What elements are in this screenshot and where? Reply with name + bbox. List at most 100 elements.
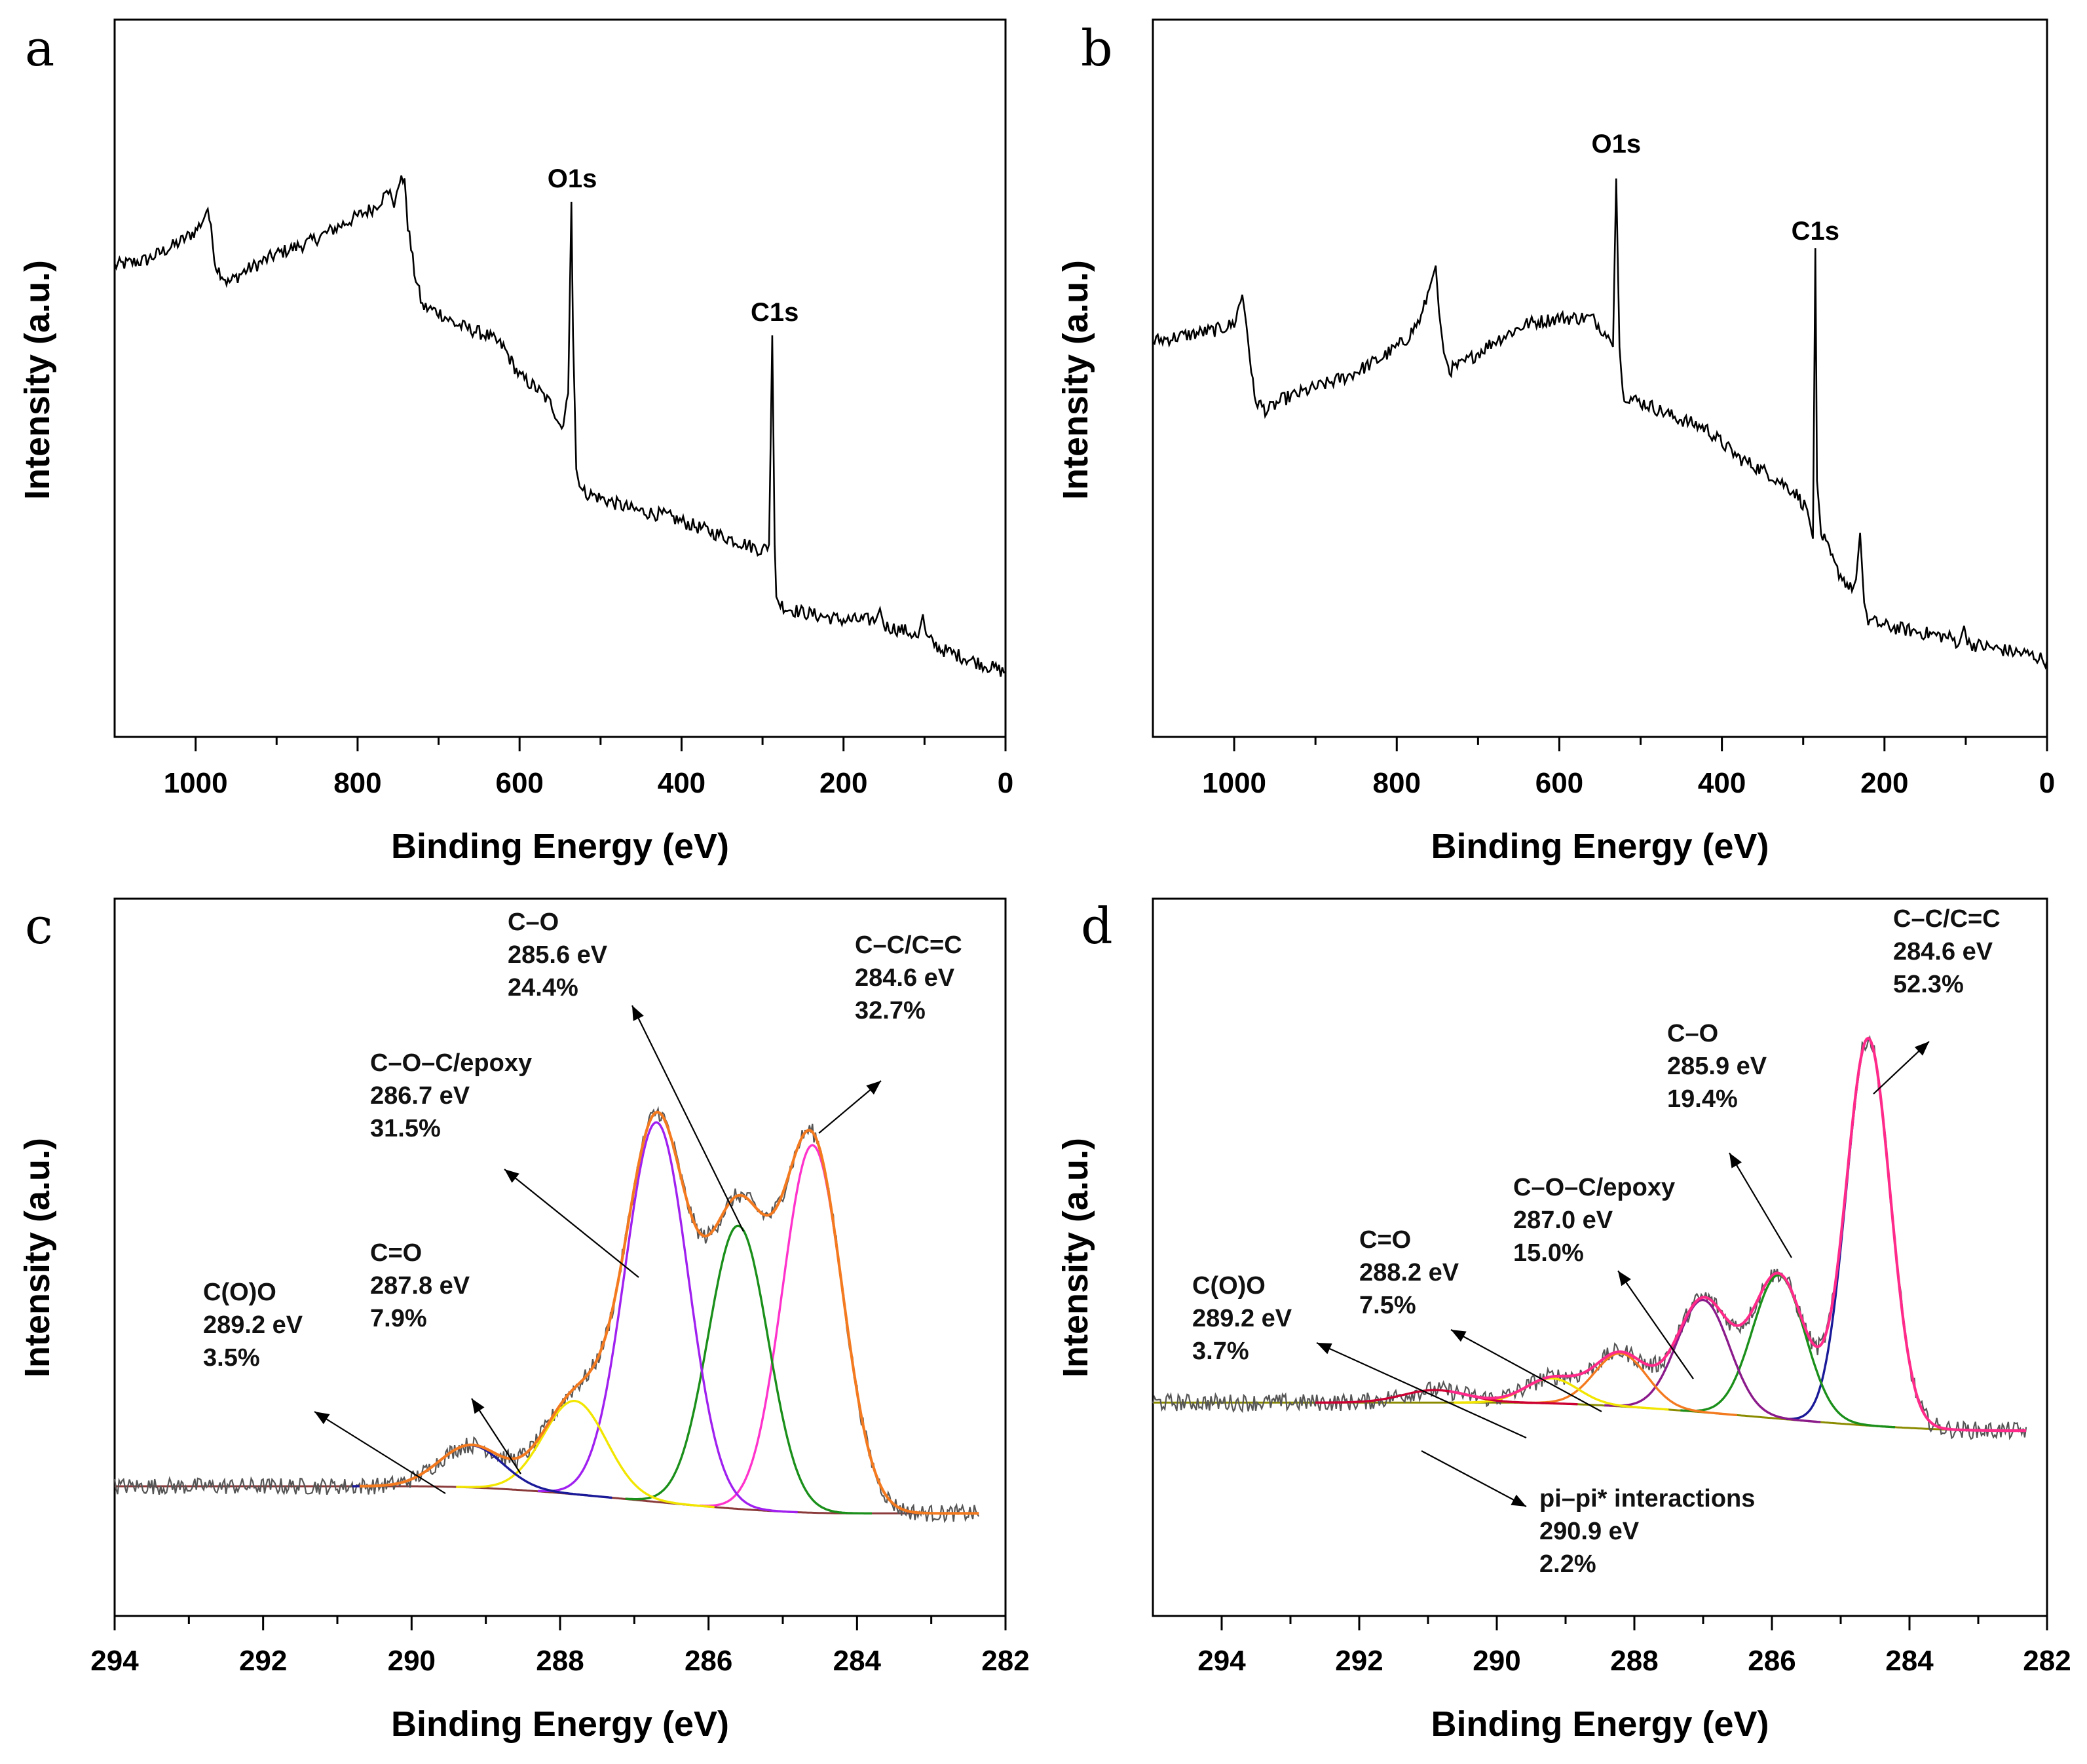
component-c-o-o bbox=[1454, 1377, 1669, 1411]
x-tick-label: 286 bbox=[685, 1645, 732, 1677]
x-tick-label: 600 bbox=[1535, 767, 1583, 799]
annotation-line: 2.2% bbox=[1539, 1550, 1596, 1578]
annotation-line: C(O)O bbox=[1192, 1272, 1266, 1300]
annotation-arrow bbox=[1617, 1270, 1694, 1379]
annotation-line: C–C/C=C bbox=[855, 931, 962, 959]
annotation-arrow bbox=[314, 1411, 446, 1494]
x-tick-label: 292 bbox=[239, 1645, 287, 1677]
annotation-line: 285.6 eV bbox=[508, 941, 608, 969]
annotation-line: C–O–C/epoxy bbox=[370, 1049, 532, 1077]
x-tick-label: 284 bbox=[833, 1645, 882, 1677]
peak-label-o1s: O1s bbox=[1592, 130, 1642, 159]
panel-letter: c bbox=[25, 897, 53, 955]
annotation-line: 290.9 eV bbox=[1539, 1518, 1640, 1545]
annotation: C(O)O 289.2 eV 3.5% bbox=[203, 1279, 446, 1494]
x-axis-title: Binding Energy (eV) bbox=[391, 1704, 729, 1744]
x-tick-label: 282 bbox=[2023, 1645, 2071, 1677]
annotation: C=O 288.2 eV 7.5% bbox=[1359, 1226, 1602, 1412]
annotation: C–O–C/epoxy 286.7 eV 31.5% bbox=[370, 1049, 639, 1278]
panel-letter: b bbox=[1081, 19, 1113, 77]
annotation-arrow bbox=[1729, 1152, 1792, 1258]
annotation-line: 287.8 eV bbox=[370, 1272, 470, 1300]
arrow-head bbox=[314, 1412, 330, 1425]
annotation-line: C–C/C=C bbox=[1893, 905, 2001, 933]
x-tick-label: 282 bbox=[981, 1645, 1029, 1677]
annotation-line: 286.7 eV bbox=[370, 1082, 470, 1110]
annotation-line: 31.5% bbox=[370, 1115, 441, 1142]
arrow-head bbox=[472, 1398, 485, 1414]
annotation-line: 15.0% bbox=[1513, 1239, 1584, 1267]
x-tick-label: 288 bbox=[536, 1645, 584, 1677]
y-axis-title: Intensity (a.u.) bbox=[1056, 260, 1095, 500]
annotation-arrow bbox=[1421, 1450, 1527, 1507]
arrow-head bbox=[1451, 1330, 1467, 1342]
annotation-arrow bbox=[1450, 1329, 1602, 1412]
y-axis-title: Intensity (a.u.) bbox=[18, 1138, 57, 1378]
x-tick-label: 200 bbox=[1860, 767, 1908, 799]
x-tick-label: 600 bbox=[495, 767, 543, 799]
x-tick-label: 292 bbox=[1335, 1645, 1383, 1677]
component-c-o-c-epoxy bbox=[537, 1121, 798, 1514]
fit-envelope bbox=[1449, 1036, 2027, 1433]
x-tick-label: 286 bbox=[1748, 1645, 1796, 1677]
peak-label-c1s: C1s bbox=[751, 298, 799, 327]
annotation-line: C(O)O bbox=[203, 1279, 276, 1306]
x-axis-title: Binding Energy (eV) bbox=[1431, 827, 1769, 866]
arrow-head bbox=[1729, 1153, 1742, 1169]
x-tick-label: 200 bbox=[819, 767, 867, 799]
annotation: C–C/C=C 284.6 eV 32.7% bbox=[818, 931, 962, 1134]
component-c-o-c-epoxy bbox=[1604, 1298, 1821, 1423]
x-tick-label: 400 bbox=[1698, 767, 1746, 799]
annotation-line: 289.2 eV bbox=[203, 1311, 303, 1339]
y-axis-title: Intensity (a.u.) bbox=[18, 260, 57, 500]
x-tick-label: 0 bbox=[2039, 767, 2055, 799]
annotation-line: 284.6 eV bbox=[855, 964, 955, 992]
component-c-c-c-c bbox=[1786, 1037, 1965, 1431]
x-tick-label: 294 bbox=[1197, 1645, 1246, 1677]
baseline-line bbox=[1153, 1401, 2027, 1432]
component-pi-pi-interactions bbox=[1315, 1389, 1578, 1406]
plot-frame bbox=[1152, 18, 2048, 738]
component-c-o bbox=[625, 1224, 872, 1515]
arrow-head bbox=[866, 1081, 881, 1095]
annotation-arrow bbox=[1316, 1342, 1527, 1439]
component-c-o-o bbox=[352, 1444, 612, 1499]
annotation-line: 3.5% bbox=[203, 1344, 260, 1372]
panel-letter: d bbox=[1081, 897, 1113, 955]
component-c-o bbox=[1680, 1273, 1896, 1429]
x-tick-label: 1000 bbox=[164, 767, 228, 799]
survey-line bbox=[1152, 178, 2048, 670]
annotation-arrow bbox=[471, 1398, 521, 1474]
peak-label-o1s: O1s bbox=[548, 164, 597, 193]
annotation: C–C/C=C 284.6 eV 52.3% bbox=[1873, 905, 2001, 1095]
annotation-line: 19.4% bbox=[1667, 1085, 1738, 1113]
x-tick-label: 284 bbox=[1885, 1645, 1934, 1677]
annotation-line: 24.4% bbox=[508, 974, 578, 1002]
annotation-line: 284.6 eV bbox=[1893, 938, 1993, 966]
annotation-arrow bbox=[631, 1005, 744, 1232]
annotation-line: 287.0 eV bbox=[1513, 1207, 1613, 1234]
arrow-head bbox=[632, 1005, 644, 1021]
annotation: C–O 285.9 eV 19.4% bbox=[1667, 1020, 1792, 1258]
plot-frame bbox=[1152, 897, 2048, 1617]
x-tick-label: 1000 bbox=[1202, 767, 1266, 799]
x-axis-title: Binding Energy (eV) bbox=[391, 827, 729, 866]
plot-frame bbox=[113, 18, 1007, 738]
annotation-line: 52.3% bbox=[1893, 971, 1964, 998]
annotation-line: C=O bbox=[370, 1239, 422, 1267]
peak-label-c1s: C1s bbox=[1792, 217, 1839, 246]
x-tick-label: 400 bbox=[658, 767, 705, 799]
annotation-line: 289.2 eV bbox=[1192, 1305, 1292, 1332]
annotation-line: 3.7% bbox=[1192, 1338, 1249, 1365]
panel-letter: a bbox=[25, 19, 54, 77]
annotation: pi–pi* interactions 290.9 eV 2.2% bbox=[1421, 1450, 1755, 1578]
annotation-line: 288.2 eV bbox=[1359, 1259, 1459, 1286]
annotation-line: C–O bbox=[1667, 1020, 1718, 1047]
arrow-head bbox=[1914, 1042, 1929, 1056]
annotation-line: 32.7% bbox=[855, 997, 926, 1024]
annotation: C–O–C/epoxy 287.0 eV 15.0% bbox=[1513, 1174, 1694, 1379]
x-tick-label: 294 bbox=[90, 1645, 139, 1677]
arrow-head bbox=[504, 1169, 519, 1183]
y-axis-title: Intensity (a.u.) bbox=[1056, 1138, 1095, 1378]
